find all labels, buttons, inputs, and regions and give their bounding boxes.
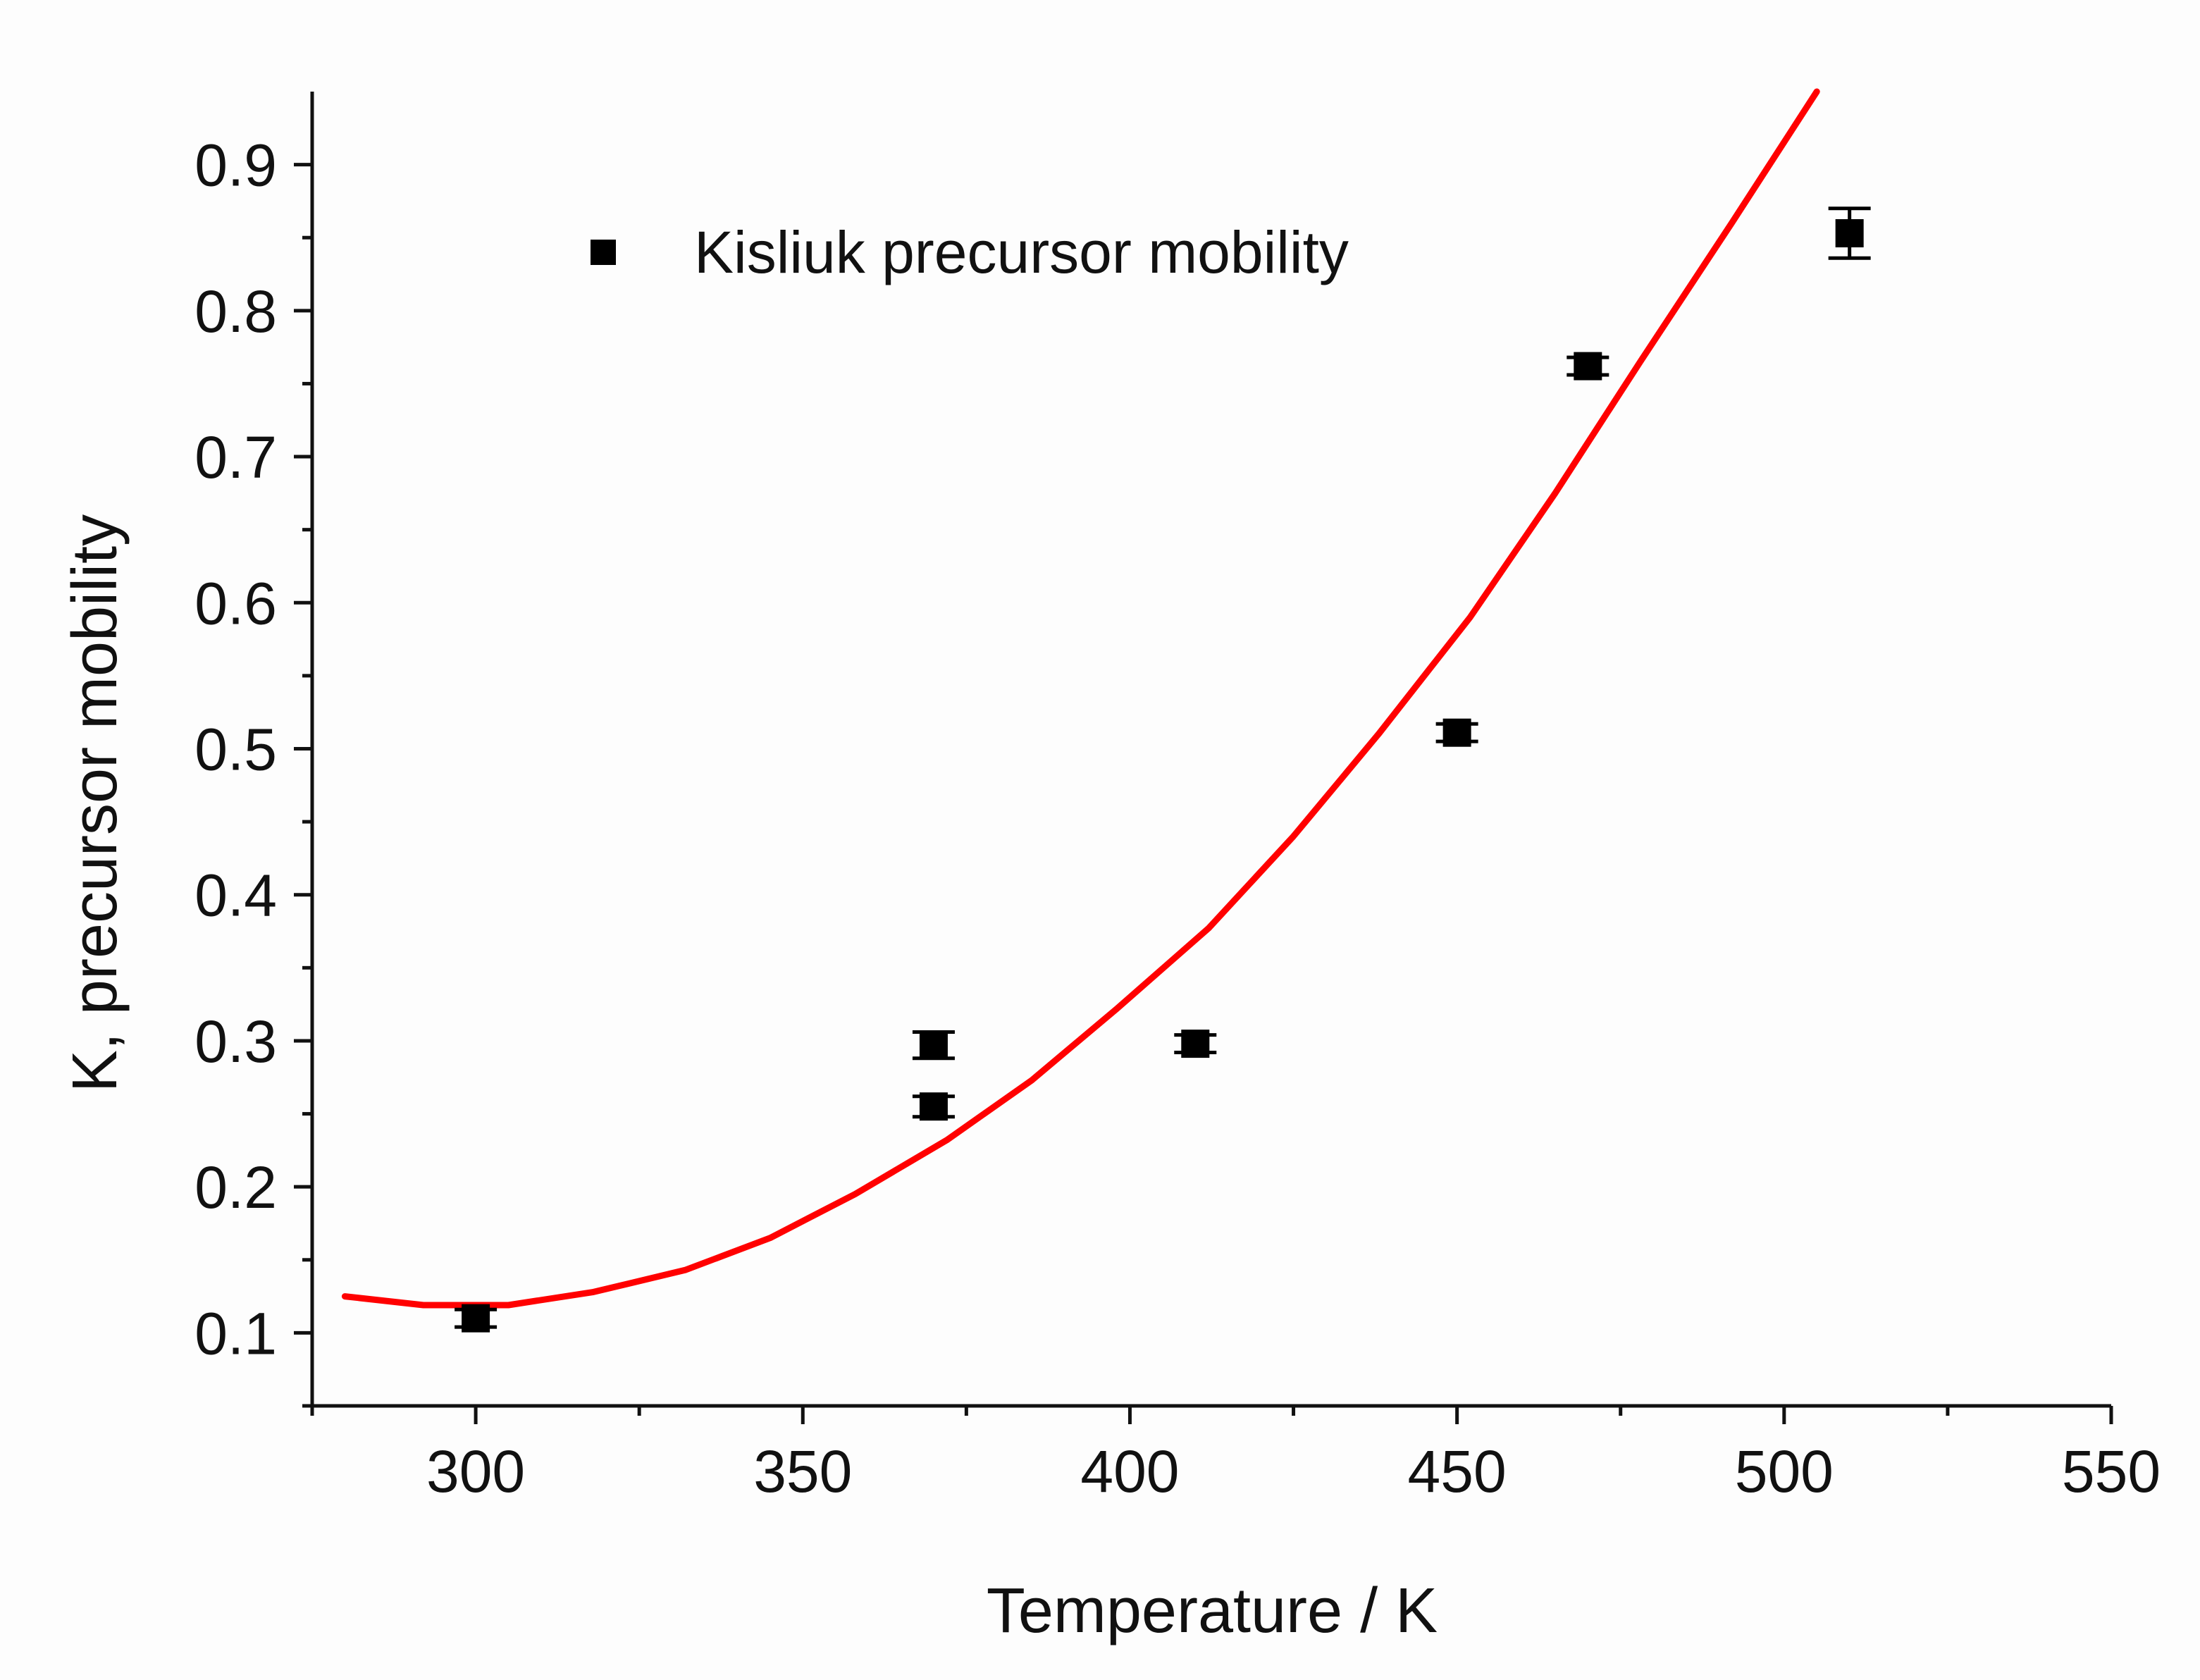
point-marker [919, 1092, 948, 1121]
point-marker [1181, 1030, 1210, 1058]
data-point [1828, 206, 1871, 260]
legend: Kisliuk precursor mobility [591, 219, 1349, 285]
y-tick-label: 0.9 [194, 132, 277, 199]
y-tick-label: 0.1 [194, 1300, 277, 1366]
point-marker [1574, 352, 1602, 381]
x-tick-label: 400 [1080, 1438, 1179, 1505]
point-marker [919, 1031, 948, 1060]
y-axis-title: K, precursor mobility [60, 514, 130, 1092]
x-axis-title: Temperature / K [987, 1576, 1438, 1646]
y-tick-label: 0.3 [194, 1008, 277, 1075]
y-tick-label: 0.8 [194, 278, 277, 345]
axes: 300 350 400 450 500 550 0.1 0.2 0.3 0.4 0.5 0.6 0.7 0… [194, 92, 2161, 1505]
point-marker [462, 1304, 490, 1333]
x-tick-label: 500 [1735, 1438, 1834, 1505]
data-point [912, 1030, 955, 1061]
legend-label: Kisliuk precursor mobility [694, 219, 1349, 285]
fit-curve [341, 88, 1820, 1309]
x-tick-label: 550 [2062, 1438, 2161, 1505]
data-point [455, 1304, 498, 1333]
data-points-layer [455, 206, 1871, 1333]
x-tick-label: 300 [426, 1438, 525, 1505]
point-marker [1442, 718, 1471, 747]
data-point [1435, 718, 1478, 747]
x-tick-label: 350 [753, 1438, 852, 1505]
data-point [912, 1092, 955, 1121]
fit-curve-layer [341, 88, 1820, 1309]
data-point [1174, 1030, 1217, 1058]
y-tick-label: 0.6 [194, 570, 277, 636]
data-point [1566, 352, 1609, 381]
point-marker [1835, 219, 1864, 248]
y-tick-label: 0.2 [194, 1154, 277, 1221]
y-tick-label: 0.4 [194, 863, 277, 929]
legend-marker [591, 240, 616, 265]
x-tick-label: 450 [1408, 1438, 1507, 1505]
y-tick-label: 0.7 [194, 424, 277, 490]
y-tick-label: 0.5 [194, 717, 277, 783]
